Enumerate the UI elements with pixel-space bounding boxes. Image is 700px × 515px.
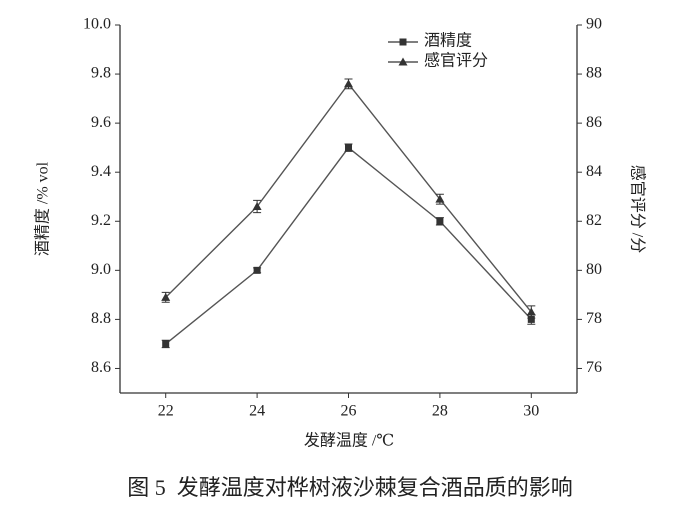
y-tick-label: 9.0: [91, 261, 111, 278]
y2-tick-label: 88: [586, 65, 602, 82]
data-point: [253, 266, 261, 274]
x-tick-label: 28: [432, 403, 448, 420]
data-point: [436, 217, 444, 225]
y2-tick-label: 84: [586, 163, 602, 180]
x-tick-label: 22: [158, 403, 174, 420]
y2-tick-label: 90: [586, 16, 602, 33]
series-line: [165, 82, 532, 313]
y2-axis-label: 感官评分 /分: [628, 165, 646, 253]
y-tick-label: 8.8: [91, 310, 111, 327]
y2-tick-label: 82: [586, 212, 602, 229]
y-tick-label: 9.4: [91, 163, 111, 180]
data-point: [527, 315, 535, 323]
legend-label: 酒精度: [424, 32, 472, 50]
y2-tick-label: 80: [586, 261, 602, 278]
legend-label: 感官评分: [424, 52, 488, 70]
y-tick-label: 8.6: [91, 359, 111, 376]
data-point: [526, 307, 536, 316]
data-point: [161, 292, 171, 301]
y-tick-label: 9.6: [91, 114, 111, 131]
y-tick-label: 10.0: [83, 16, 111, 33]
legend-marker: [399, 38, 407, 46]
data-point: [344, 79, 353, 88]
y-tick-label: 9.2: [91, 212, 111, 229]
y-tick-label: 9.8: [91, 65, 111, 82]
series-line: [165, 146, 532, 345]
x-tick-label: 24: [249, 403, 265, 420]
y-axis-label: 酒精度 /% vol: [34, 161, 52, 256]
data-point: [162, 340, 170, 348]
data-point: [345, 144, 352, 152]
y2-tick-label: 86: [586, 114, 602, 131]
x-tick-label: 30: [523, 403, 539, 420]
x-tick-label: 26: [341, 403, 357, 420]
figure-caption: 图 5 发酵温度对桦树液沙棘复合酒品质的影响: [127, 475, 573, 500]
x-axis-label: 发酵温度 /℃: [304, 432, 394, 450]
data-point: [252, 202, 262, 211]
y2-tick-label: 76: [586, 359, 602, 376]
y2-tick-label: 78: [586, 310, 602, 327]
legend-marker: [398, 57, 408, 66]
data-point: [435, 194, 445, 203]
